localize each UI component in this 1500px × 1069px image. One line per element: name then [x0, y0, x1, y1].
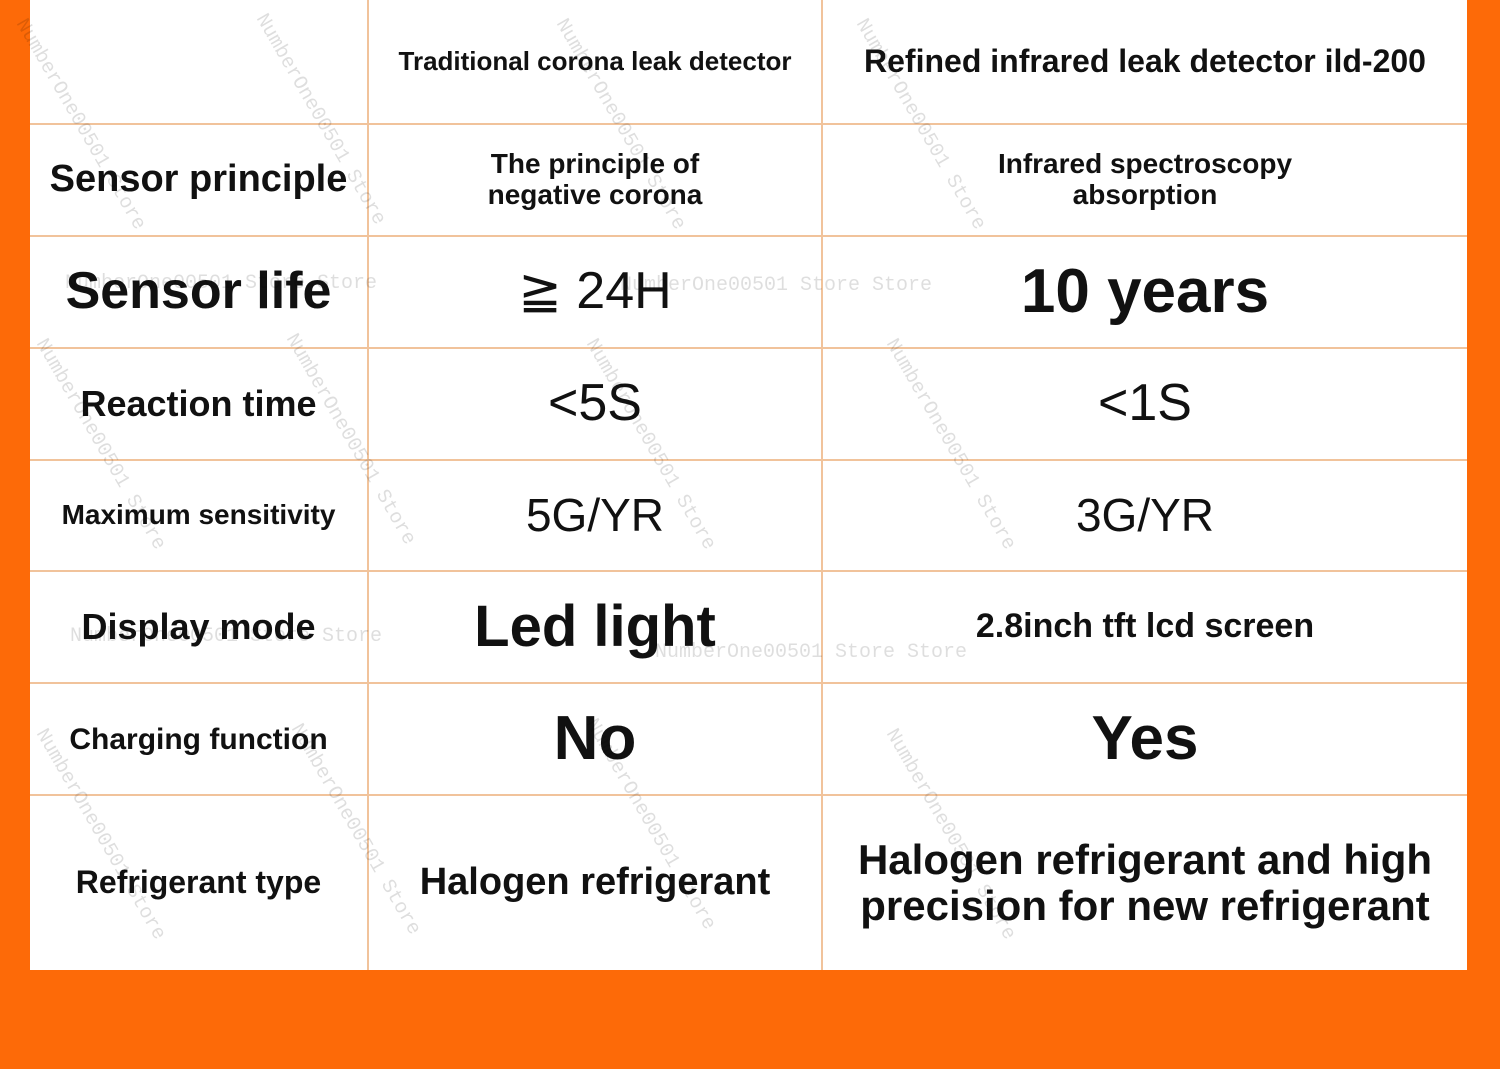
- cell-text: Display mode: [81, 606, 316, 648]
- cell-text: Led light: [474, 594, 716, 660]
- cell-text: 5G/YR: [525, 489, 665, 542]
- table-row: Refrigerant type Halogen refrigerant Halog…: [30, 796, 1467, 970]
- cell-text: The principle of negative corona: [487, 148, 703, 210]
- cell-text: Refrigerant type: [75, 864, 322, 901]
- cell-text: Refined infrared leak detector ild-200: [864, 42, 1426, 79]
- header-cell: Traditional corona leak detector: [369, 0, 823, 123]
- table-row: Display mode Led light 2.8inch tft lcd scr…: [30, 572, 1467, 684]
- row-label: Display mode: [30, 572, 369, 682]
- row-label: Refrigerant type: [30, 796, 369, 970]
- cell-text: Maximum sensitivity: [61, 499, 336, 531]
- cell-text: No: [553, 703, 637, 773]
- header-row: Traditional corona leak detector Refined …: [30, 0, 1467, 125]
- cell-text: Traditional corona leak detector: [398, 46, 792, 77]
- row-label: Sensor life: [30, 237, 369, 347]
- table-row: Charging function No Yes: [30, 684, 1467, 796]
- cell-text: Yes: [1091, 703, 1199, 773]
- cell-text: Charging function: [69, 722, 328, 756]
- value-cell: Yes: [823, 684, 1467, 794]
- value-cell: 10 years: [823, 237, 1467, 347]
- value-cell: The principle of negative corona: [369, 125, 823, 235]
- value-cell: Halogen refrigerant and high precision f…: [823, 796, 1467, 970]
- row-label: Charging function: [30, 684, 369, 794]
- cell-text: 10 years: [1020, 256, 1270, 326]
- value-cell: 3G/YR: [823, 461, 1467, 570]
- cell-text: Sensor life: [65, 262, 332, 321]
- cell-text: Infrared spectroscopy absorption: [997, 148, 1293, 210]
- header-cell: [30, 0, 369, 123]
- row-label: Reaction time: [30, 349, 369, 459]
- value-cell: 5G/YR: [369, 461, 823, 570]
- value-cell: ≧ 24H: [369, 237, 823, 347]
- value-cell: <5S: [369, 349, 823, 459]
- table-row: Sensor principle The principle of negativ…: [30, 125, 1467, 237]
- value-cell: Infrared spectroscopy absorption: [823, 125, 1467, 235]
- cell-text: Halogen refrigerant: [419, 861, 771, 904]
- table-row: Sensor life ≧ 24H 10 years: [30, 237, 1467, 349]
- cell-text: 2.8inch tft lcd screen: [975, 607, 1315, 646]
- cell-text: Halogen refrigerant and high precision f…: [857, 835, 1433, 929]
- cell-text: Reaction time: [80, 383, 317, 425]
- value-cell: <1S: [823, 349, 1467, 459]
- value-cell: Halogen refrigerant: [369, 796, 823, 970]
- cell-text: <1S: [1098, 374, 1192, 433]
- comparison-table: Traditional corona leak detector Refined …: [30, 0, 1467, 970]
- cell-text: 3G/YR: [1075, 489, 1215, 542]
- header-cell: Refined infrared leak detector ild-200: [823, 0, 1467, 123]
- value-cell: Led light: [369, 572, 823, 682]
- row-label: Sensor principle: [30, 125, 369, 235]
- value-cell: 2.8inch tft lcd screen: [823, 572, 1467, 682]
- cell-text: <5S: [548, 374, 642, 433]
- value-cell: No: [369, 684, 823, 794]
- cell-text: ≧ 24H: [518, 262, 672, 321]
- table-row: Maximum sensitivity 5G/YR 3G/YR: [30, 461, 1467, 572]
- row-label: Maximum sensitivity: [30, 461, 369, 570]
- table-row: Reaction time <5S <1S: [30, 349, 1467, 461]
- cell-text: Sensor principle: [49, 158, 348, 201]
